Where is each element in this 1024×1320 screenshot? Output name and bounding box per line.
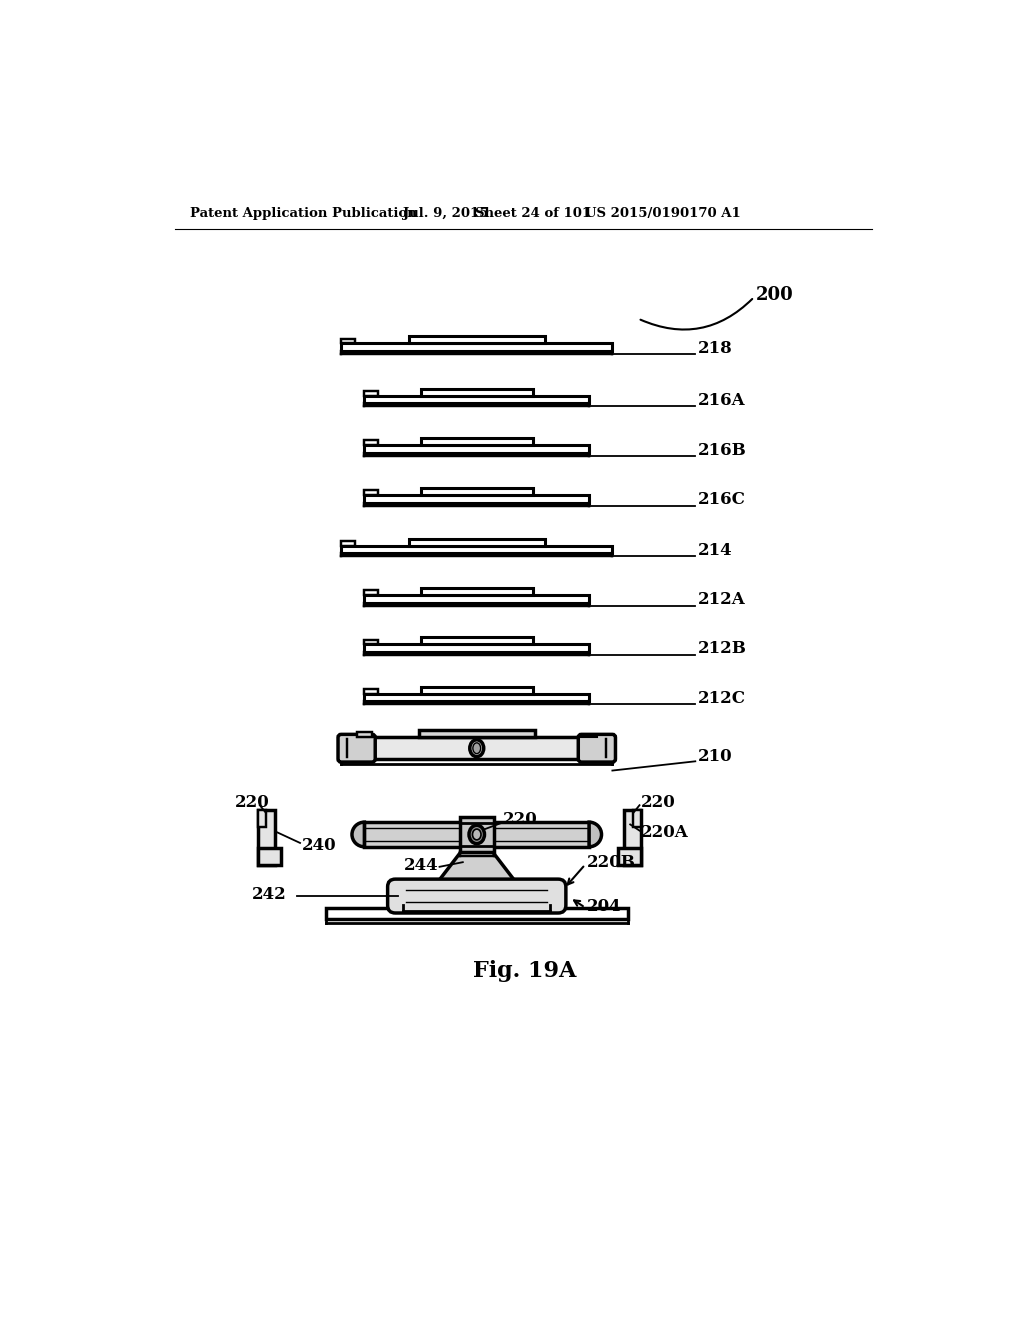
Polygon shape (258, 810, 266, 826)
Text: 212C: 212C (697, 689, 745, 706)
Text: 216A: 216A (697, 392, 745, 409)
Polygon shape (365, 595, 589, 603)
Text: 204: 204 (587, 899, 622, 915)
Polygon shape (365, 441, 378, 445)
Text: 220: 220 (234, 793, 269, 810)
Text: 218: 218 (697, 341, 732, 358)
Text: 242: 242 (252, 886, 287, 903)
Polygon shape (365, 396, 589, 404)
Text: US 2015/0190170 A1: US 2015/0190170 A1 (586, 207, 741, 220)
Text: 216B: 216B (697, 442, 746, 459)
Polygon shape (409, 337, 545, 343)
Polygon shape (365, 445, 589, 453)
Text: 200: 200 (756, 286, 794, 305)
Polygon shape (365, 590, 378, 595)
Text: 244: 244 (403, 857, 438, 874)
Polygon shape (258, 810, 275, 866)
Wedge shape (352, 822, 365, 847)
Polygon shape (436, 851, 517, 884)
Ellipse shape (472, 829, 481, 840)
FancyBboxPatch shape (579, 734, 615, 762)
Text: Fig. 19A: Fig. 19A (473, 960, 577, 982)
Polygon shape (421, 686, 532, 693)
Polygon shape (624, 810, 641, 866)
Text: 240: 240 (302, 837, 336, 854)
Polygon shape (421, 388, 532, 396)
FancyBboxPatch shape (338, 734, 375, 762)
Text: Jul. 9, 2015: Jul. 9, 2015 (403, 207, 488, 220)
Text: 220B: 220B (587, 854, 636, 871)
Text: 220: 220 (641, 793, 676, 810)
Ellipse shape (470, 739, 483, 756)
Polygon shape (365, 490, 378, 495)
Wedge shape (589, 822, 601, 847)
Polygon shape (356, 733, 372, 738)
Ellipse shape (469, 825, 484, 843)
Polygon shape (365, 495, 589, 503)
Polygon shape (341, 541, 355, 545)
Polygon shape (421, 438, 532, 445)
Polygon shape (419, 730, 535, 738)
Ellipse shape (473, 743, 480, 754)
Text: 212A: 212A (697, 591, 745, 609)
Text: 214: 214 (697, 541, 732, 558)
Polygon shape (258, 849, 282, 866)
Polygon shape (365, 644, 589, 652)
Polygon shape (633, 810, 641, 826)
Text: 220: 220 (503, 810, 538, 828)
Polygon shape (326, 908, 628, 919)
Text: 210: 210 (697, 748, 732, 766)
Text: Sheet 24 of 101: Sheet 24 of 101 (475, 207, 591, 220)
Polygon shape (341, 343, 612, 351)
Polygon shape (365, 640, 378, 644)
Text: 212B: 212B (697, 640, 746, 657)
FancyBboxPatch shape (388, 879, 566, 913)
Text: 216C: 216C (697, 491, 745, 508)
Text: Patent Application Publication: Patent Application Publication (190, 207, 417, 220)
Polygon shape (356, 738, 597, 759)
Text: 220A: 220A (641, 825, 689, 841)
Polygon shape (421, 589, 532, 595)
Polygon shape (421, 638, 532, 644)
Polygon shape (365, 689, 378, 693)
Polygon shape (365, 391, 378, 396)
Polygon shape (409, 539, 545, 545)
FancyBboxPatch shape (460, 817, 494, 853)
Polygon shape (617, 849, 641, 866)
Polygon shape (341, 545, 612, 553)
Polygon shape (341, 339, 355, 343)
Polygon shape (365, 822, 589, 847)
Polygon shape (421, 488, 532, 495)
Polygon shape (365, 693, 589, 701)
